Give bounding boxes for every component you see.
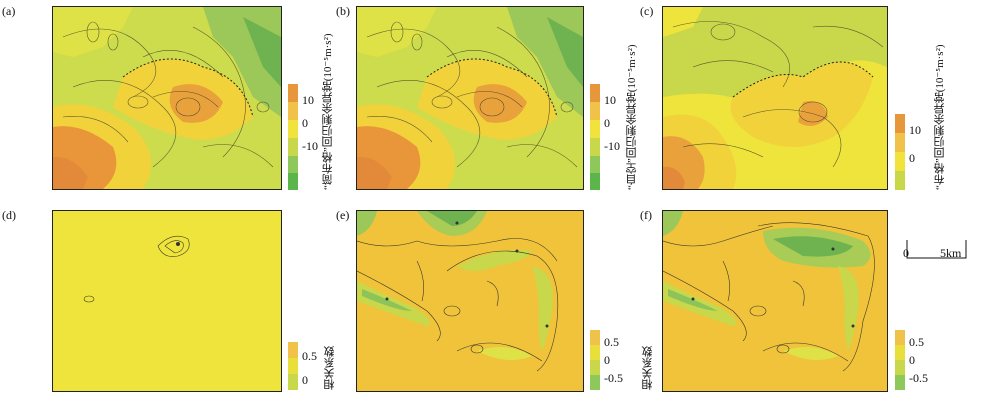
colorbar-c [895,114,905,190]
colorbar-f-tick-3: -0.5 [909,371,928,385]
colorbar-b-tick-3: -10 [604,139,620,153]
colorbar-a-tick-3: -10 [302,139,318,153]
colorbar-b [590,84,600,190]
correlation-map-e [357,211,583,391]
panel-label-f: (f) [640,208,652,222]
colorbar-f-tick-2: 0 [909,353,915,367]
map-d [52,210,282,392]
colorbar-e-tick-2: 0 [604,353,610,367]
colorbar-d [288,342,298,390]
panel-label-d: (d) [2,208,16,222]
scale-bar [906,240,976,260]
colorbar-a-tick-2: 0 [302,116,308,130]
colorbar-d-tick-2: 0 [302,373,308,387]
panel-label-b: (b) [336,4,350,18]
map-b [356,6,584,190]
map-a [52,6,282,190]
scale-bar-end: 5km [940,246,962,260]
colorbar-f-tick-1: 0.5 [909,335,924,349]
colorbar-a-tick-1: 10 [302,93,314,107]
panel-label-c: (c) [640,4,654,18]
correlation-map-d [53,211,281,391]
colorbar-c-tick-1: 10 [909,123,921,137]
colorbar-c-tick-2: 0 [909,151,915,165]
axis-label-zikong: “自空”回归剩余异常(10⁻⁵m·s²) [626,44,638,190]
panel-label-e: (e) [336,208,350,222]
scale-bar-start: 0 [903,246,909,260]
axis-label-buge: “布格”回归剩余异常(10⁻⁵m·s²) [934,44,946,190]
map-e [356,210,584,392]
anomaly-map-a [53,7,281,189]
panel-label-a: (a) [2,4,16,18]
correlation-map-f [663,211,887,391]
anomaly-map-b [357,7,583,189]
colorbar-b-tick-1: 10 [604,93,616,107]
colorbar-a [288,84,298,190]
colorbar-e [590,330,600,390]
anomaly-map-c [663,7,887,189]
map-c [662,6,888,190]
colorbar-b-tick-2: 0 [604,116,610,130]
axis-label-jianbuge: “简布格”回归剩余异常(10⁻⁵m·s²) [322,33,334,190]
map-f [662,210,888,392]
colorbar-d-tick-1: 0.5 [302,349,317,363]
axis-label-corr-d: 相关系数 [324,346,336,390]
colorbar-f [895,330,905,390]
axis-label-corr-e: 相关系数 [642,346,654,390]
colorbar-e-tick-3: -0.5 [604,371,623,385]
colorbar-e-tick-1: 0.5 [604,335,619,349]
